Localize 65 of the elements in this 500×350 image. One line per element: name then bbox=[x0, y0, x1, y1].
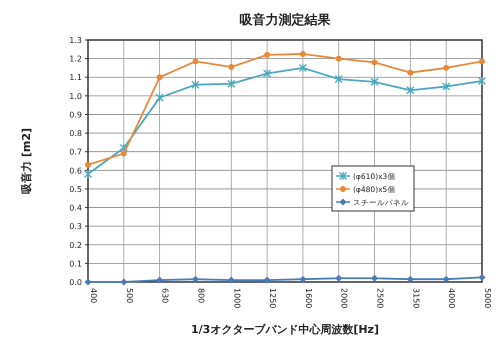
y-tick-label: 0.1 bbox=[69, 259, 82, 268]
y-axis-title: 吸音力 [m2] bbox=[20, 128, 33, 194]
point bbox=[262, 68, 272, 78]
point bbox=[443, 64, 450, 71]
y-tick-label: 0.6 bbox=[69, 166, 82, 176]
y-tick-label: 0.7 bbox=[69, 148, 82, 157]
y-tick-label: 1.1 bbox=[69, 73, 82, 82]
point bbox=[298, 63, 308, 73]
point bbox=[335, 274, 342, 282]
y-tick-label: 1.3 bbox=[69, 36, 82, 45]
y-tick-label: 0.8 bbox=[69, 129, 82, 138]
x-tick-label: 800 bbox=[196, 288, 206, 304]
y-tick-label: 0.9 bbox=[69, 110, 82, 120]
x-tick-label: 500 bbox=[124, 288, 134, 304]
point bbox=[406, 276, 414, 283]
point bbox=[192, 58, 198, 64]
y-tick-label: 1.2 bbox=[69, 54, 82, 64]
point bbox=[191, 80, 200, 90]
x-tick-label: 2000 bbox=[340, 288, 349, 308]
y-tick-label: 0.3 bbox=[69, 222, 82, 232]
point bbox=[228, 276, 235, 284]
point bbox=[192, 276, 199, 283]
x-tick-label: 4000 bbox=[447, 288, 456, 308]
point bbox=[120, 278, 128, 286]
point bbox=[336, 56, 342, 62]
x-tick-label: 1250 bbox=[268, 288, 278, 308]
point bbox=[407, 70, 414, 76]
point bbox=[155, 93, 164, 102]
point bbox=[370, 77, 379, 87]
y-tick-label: 1.0 bbox=[69, 92, 82, 101]
point bbox=[227, 79, 236, 88]
point bbox=[406, 86, 415, 95]
point bbox=[156, 74, 163, 80]
x-tick-label: 5000 bbox=[483, 288, 492, 308]
point bbox=[479, 58, 485, 64]
y-tick-label: 0.2 bbox=[69, 240, 82, 250]
point bbox=[120, 143, 128, 153]
point bbox=[264, 52, 270, 58]
point bbox=[442, 82, 450, 92]
y-tick-label: 0.4 bbox=[69, 204, 82, 213]
point bbox=[228, 64, 234, 70]
x-tick-label: 1600 bbox=[304, 288, 313, 308]
point bbox=[478, 274, 486, 281]
point bbox=[264, 276, 271, 284]
point bbox=[84, 169, 92, 179]
x-axis-title: 1/3オクターブバンド中心周波数[Hz] bbox=[191, 323, 379, 336]
point bbox=[300, 50, 306, 57]
point bbox=[442, 276, 450, 283]
point bbox=[156, 276, 164, 284]
point bbox=[334, 74, 343, 84]
point bbox=[299, 276, 306, 283]
x-tick-label: 630 bbox=[160, 288, 170, 304]
x-tick-label: 400 bbox=[89, 288, 98, 304]
y-tick-label: 0.0 bbox=[69, 278, 82, 287]
y-tick-label: 0.5 bbox=[69, 184, 82, 194]
x-tick-label: 3150 bbox=[411, 288, 420, 308]
point bbox=[84, 278, 92, 286]
x-tick-label: 2500 bbox=[376, 288, 385, 308]
chart-title: 吸音力測定結果 bbox=[240, 12, 332, 28]
x-tick-label: 1000 bbox=[232, 288, 242, 308]
point bbox=[372, 59, 378, 66]
point bbox=[120, 150, 127, 157]
point bbox=[371, 274, 378, 282]
point bbox=[85, 162, 91, 168]
point bbox=[478, 76, 486, 86]
